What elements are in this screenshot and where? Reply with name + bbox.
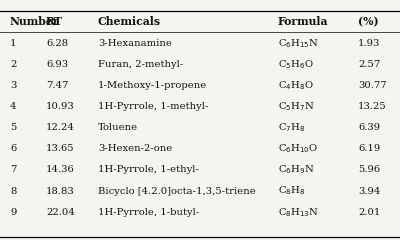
Text: 2: 2 bbox=[10, 60, 16, 69]
Text: 1: 1 bbox=[10, 39, 16, 48]
Text: Furan, 2-methyl-: Furan, 2-methyl- bbox=[98, 60, 183, 69]
Text: 1H-Pyrrole, 1-butyl-: 1H-Pyrrole, 1-butyl- bbox=[98, 208, 199, 217]
Text: 4: 4 bbox=[10, 102, 16, 111]
Text: 6.19: 6.19 bbox=[358, 144, 380, 153]
Text: RT: RT bbox=[46, 16, 63, 27]
Text: 1H-Pyrrole, 1-ethyl-: 1H-Pyrrole, 1-ethyl- bbox=[98, 165, 199, 174]
Text: Bicyclo [4.2.0]octa-1,3,5-triene: Bicyclo [4.2.0]octa-1,3,5-triene bbox=[98, 186, 256, 196]
Text: 13.25: 13.25 bbox=[358, 102, 387, 111]
Text: 1.93: 1.93 bbox=[358, 39, 380, 48]
Text: 5: 5 bbox=[10, 123, 16, 132]
Text: 3.94: 3.94 bbox=[358, 186, 380, 196]
Text: Formula: Formula bbox=[278, 16, 328, 27]
Text: C$_8$H$_{13}$N: C$_8$H$_{13}$N bbox=[278, 206, 319, 219]
Text: C$_6$H$_{15}$N: C$_6$H$_{15}$N bbox=[278, 37, 319, 50]
Text: C$_8$H$_8$: C$_8$H$_8$ bbox=[278, 185, 305, 198]
Text: C$_5$H$_6$O: C$_5$H$_6$O bbox=[278, 58, 314, 71]
Text: 2.01: 2.01 bbox=[358, 208, 380, 217]
Text: 7.47: 7.47 bbox=[46, 81, 68, 90]
Text: C$_6$H$_{10}$O: C$_6$H$_{10}$O bbox=[278, 142, 318, 155]
Text: 2.57: 2.57 bbox=[358, 60, 380, 69]
Text: 14.36: 14.36 bbox=[46, 165, 75, 174]
Text: 12.24: 12.24 bbox=[46, 123, 75, 132]
Text: 18.83: 18.83 bbox=[46, 186, 75, 196]
Text: 8: 8 bbox=[10, 186, 16, 196]
Text: C$_6$H$_9$N: C$_6$H$_9$N bbox=[278, 163, 314, 176]
Text: 7: 7 bbox=[10, 165, 16, 174]
Text: C$_5$H$_7$N: C$_5$H$_7$N bbox=[278, 100, 314, 113]
Text: 13.65: 13.65 bbox=[46, 144, 75, 153]
Text: 6.28: 6.28 bbox=[46, 39, 68, 48]
Text: 6: 6 bbox=[10, 144, 16, 153]
Text: 3-Hexanamine: 3-Hexanamine bbox=[98, 39, 172, 48]
Text: 3-Hexen-2-one: 3-Hexen-2-one bbox=[98, 144, 172, 153]
Text: Toluene: Toluene bbox=[98, 123, 138, 132]
Text: 3: 3 bbox=[10, 81, 16, 90]
Text: 5.96: 5.96 bbox=[358, 165, 380, 174]
Text: 6.93: 6.93 bbox=[46, 60, 68, 69]
Text: 30.77: 30.77 bbox=[358, 81, 387, 90]
Text: 9: 9 bbox=[10, 208, 16, 217]
Text: C$_4$H$_8$O: C$_4$H$_8$O bbox=[278, 79, 314, 92]
Text: 10.93: 10.93 bbox=[46, 102, 75, 111]
Text: 1-Methoxy-1-propene: 1-Methoxy-1-propene bbox=[98, 81, 207, 90]
Text: Number: Number bbox=[10, 16, 60, 27]
Text: C$_7$H$_8$: C$_7$H$_8$ bbox=[278, 121, 305, 134]
Text: (%): (%) bbox=[358, 16, 379, 27]
Text: 22.04: 22.04 bbox=[46, 208, 75, 217]
Text: 1H-Pyrrole, 1-methyl-: 1H-Pyrrole, 1-methyl- bbox=[98, 102, 208, 111]
Text: Chemicals: Chemicals bbox=[98, 16, 161, 27]
Text: 6.39: 6.39 bbox=[358, 123, 380, 132]
